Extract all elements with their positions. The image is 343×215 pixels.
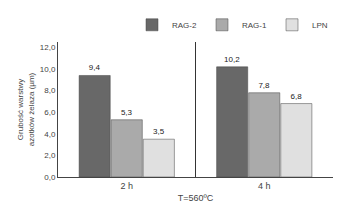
svg-text:4 h: 4 h [258,181,271,191]
svg-text:12,0: 12,0 [40,43,56,52]
svg-text:T=560ºC: T=560ºC [178,193,214,203]
svg-text:4,0: 4,0 [44,130,56,139]
svg-text:8,0: 8,0 [44,86,56,95]
svg-text:6,0: 6,0 [44,108,56,117]
svg-text:LPN: LPN [312,21,328,30]
svg-text:0,0: 0,0 [44,173,56,182]
svg-text:9,4: 9,4 [89,63,101,72]
svg-text:RAG-1: RAG-1 [242,21,267,30]
svg-text:2 h: 2 h [120,181,133,191]
svg-text:3,5: 3,5 [153,127,165,136]
svg-text:5,3: 5,3 [121,108,133,117]
svg-text:RAG-2: RAG-2 [172,21,197,30]
svg-text:7,8: 7,8 [258,81,270,90]
svg-text:2,0: 2,0 [44,151,56,160]
svg-text:Grubość warstwyazotków żelaza: Grubość warstwyazotków żelaza (µm) [16,72,35,146]
svg-text:6,8: 6,8 [290,92,302,101]
svg-text:10,0: 10,0 [40,65,56,74]
svg-text:10,2: 10,2 [224,55,240,64]
